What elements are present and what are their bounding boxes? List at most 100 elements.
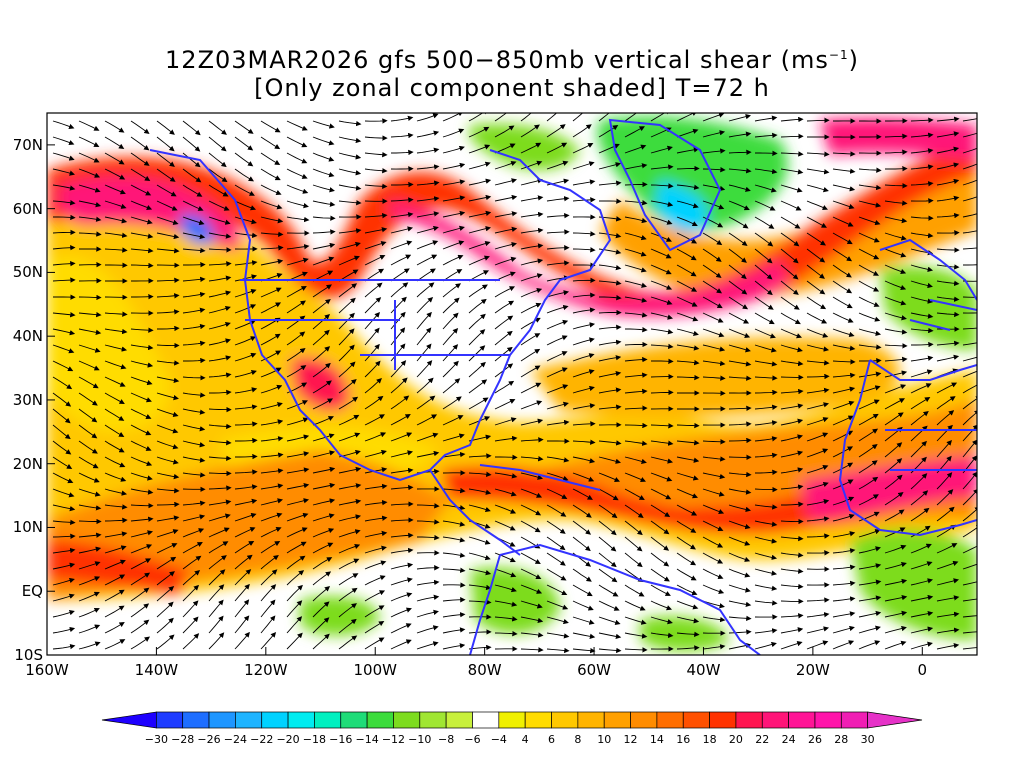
streamline	[312, 398, 334, 410]
streamline	[156, 487, 180, 494]
streamline	[416, 211, 440, 218]
streamline	[858, 460, 878, 474]
streamline	[104, 344, 128, 352]
streamline	[910, 296, 934, 304]
streamline	[728, 421, 752, 427]
streamline	[364, 297, 382, 314]
streamline	[936, 212, 960, 219]
streamline	[52, 392, 72, 407]
streamline	[780, 518, 804, 525]
streamline	[884, 200, 908, 206]
streamline	[104, 328, 128, 335]
streamline	[390, 115, 414, 122]
streamline	[780, 418, 804, 426]
streamline	[624, 632, 648, 639]
streamline	[442, 225, 465, 234]
streamline	[780, 484, 804, 490]
streamline	[468, 240, 491, 250]
streamline	[416, 625, 439, 634]
streamline	[416, 641, 439, 650]
streamline	[286, 244, 310, 250]
streamline	[104, 152, 125, 165]
streamline	[676, 456, 700, 463]
streamline	[260, 468, 284, 474]
streamline	[858, 328, 882, 336]
streamline	[364, 432, 387, 442]
streamline	[286, 527, 308, 538]
colorbar-swatch	[393, 711, 421, 729]
streamline	[572, 197, 596, 203]
streamline	[962, 506, 977, 522]
streamline	[936, 410, 955, 426]
streamline	[598, 280, 622, 286]
streamline	[884, 458, 903, 474]
streamline	[338, 498, 362, 506]
streamline	[520, 455, 544, 462]
streamline	[832, 344, 856, 351]
lon-label: 140W	[134, 661, 179, 679]
streamline	[52, 643, 76, 650]
streamline	[338, 635, 358, 650]
streamline	[546, 335, 568, 346]
streamline	[806, 117, 830, 124]
streamline	[546, 260, 570, 266]
streamline	[832, 580, 856, 587]
streamline	[910, 473, 928, 490]
streamline	[858, 529, 881, 538]
streamline	[494, 504, 517, 514]
streamline	[52, 577, 75, 586]
streamline	[520, 584, 543, 594]
streamline	[910, 410, 929, 426]
streamline	[364, 343, 380, 362]
colorbar-label: 16	[676, 733, 691, 746]
streamline	[78, 472, 100, 483]
streamline	[728, 375, 752, 381]
streamline	[806, 280, 826, 295]
streamline	[208, 599, 224, 618]
streamline	[494, 552, 516, 563]
streamline	[962, 471, 977, 490]
streamline	[936, 611, 960, 618]
streamline	[910, 232, 934, 239]
streamline	[364, 545, 387, 554]
streamline	[234, 484, 258, 490]
streamline	[442, 612, 466, 618]
streamline	[962, 615, 977, 618]
streamline	[130, 200, 153, 210]
streamline	[208, 455, 232, 461]
streamline	[884, 527, 906, 538]
streamline	[182, 375, 206, 381]
lat-label: 70N	[12, 135, 43, 154]
streamline	[312, 346, 331, 362]
streamline	[676, 536, 696, 550]
streamline	[650, 472, 673, 482]
streamline	[234, 136, 254, 151]
streamline	[156, 392, 179, 401]
streamline	[520, 348, 541, 362]
streamline	[156, 601, 174, 618]
colorbar-label: 10	[597, 733, 612, 746]
colorbar-label: 30	[860, 733, 875, 746]
colorbar-label: −10	[408, 733, 432, 746]
streamline	[832, 151, 856, 157]
streamline	[962, 213, 977, 218]
streamline	[130, 168, 151, 182]
streamline	[780, 328, 803, 339]
streamline	[182, 276, 206, 283]
streamline	[520, 288, 543, 298]
streamline	[572, 322, 596, 330]
streamline	[260, 419, 284, 426]
streamline	[234, 527, 256, 538]
streamline	[624, 248, 647, 257]
streamline	[494, 160, 517, 170]
streamline	[416, 225, 439, 234]
streamline	[286, 300, 306, 314]
streamline	[780, 613, 804, 619]
streamline	[676, 631, 700, 638]
colorbar-swatch	[182, 711, 210, 729]
streamline	[156, 152, 175, 167]
streamline	[494, 113, 508, 122]
streamline	[312, 229, 336, 235]
streamline	[624, 600, 646, 611]
streamline	[78, 216, 102, 222]
